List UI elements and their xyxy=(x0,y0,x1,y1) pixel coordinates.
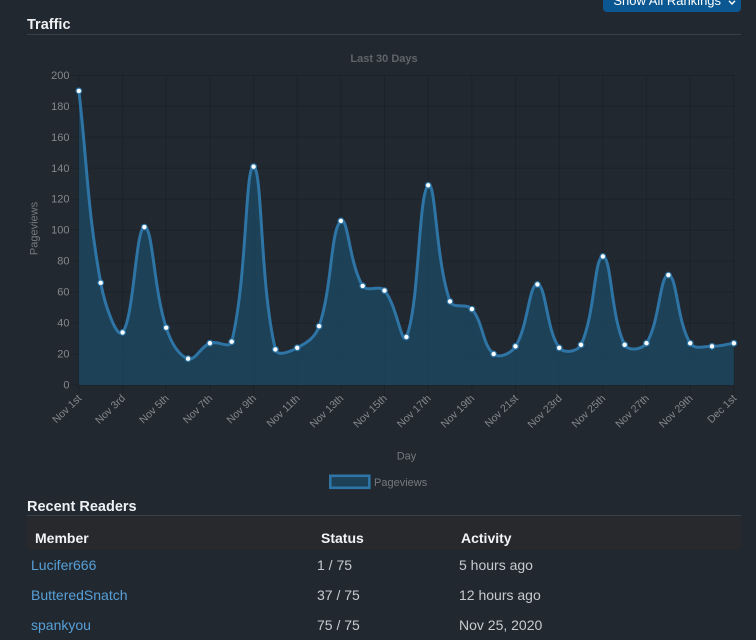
svg-text:Day: Day xyxy=(397,450,417,462)
svg-text:20: 20 xyxy=(57,349,69,361)
svg-text:100: 100 xyxy=(51,225,69,237)
svg-text:Pageviews: Pageviews xyxy=(374,477,428,489)
svg-text:80: 80 xyxy=(57,256,69,268)
svg-text:Nov 1st: Nov 1st xyxy=(50,392,84,425)
svg-text:Nov 21st: Nov 21st xyxy=(483,392,521,429)
svg-text:Nov 29th: Nov 29th xyxy=(657,392,696,430)
svg-text:Nov 9th: Nov 9th xyxy=(225,392,259,426)
svg-text:Nov 23rd: Nov 23rd xyxy=(525,392,564,430)
svg-text:Nov 15th: Nov 15th xyxy=(351,392,390,430)
svg-text:Nov 13th: Nov 13th xyxy=(308,392,347,430)
svg-text:60: 60 xyxy=(57,287,69,299)
svg-text:Pageviews: Pageviews xyxy=(29,201,41,255)
svg-text:Last 30 Days: Last 30 Days xyxy=(350,53,417,65)
svg-text:Nov 17th: Nov 17th xyxy=(395,392,434,430)
svg-text:Nov 25th: Nov 25th xyxy=(570,392,609,430)
svg-text:Nov 11th: Nov 11th xyxy=(264,392,302,429)
svg-text:Nov 27th: Nov 27th xyxy=(613,392,652,430)
svg-text:40: 40 xyxy=(57,318,69,330)
svg-text:Nov 7th: Nov 7th xyxy=(181,392,215,426)
svg-text:Dec 1st: Dec 1st xyxy=(705,392,739,425)
svg-text:180: 180 xyxy=(51,101,69,113)
svg-text:140: 140 xyxy=(51,163,69,175)
svg-text:120: 120 xyxy=(51,194,69,206)
svg-text:Nov 3rd: Nov 3rd xyxy=(93,392,128,426)
svg-text:200: 200 xyxy=(51,70,69,82)
svg-text:Nov 19th: Nov 19th xyxy=(439,392,478,430)
svg-text:0: 0 xyxy=(63,380,69,392)
svg-text:160: 160 xyxy=(51,132,69,144)
svg-text:Nov 5th: Nov 5th xyxy=(137,392,171,426)
